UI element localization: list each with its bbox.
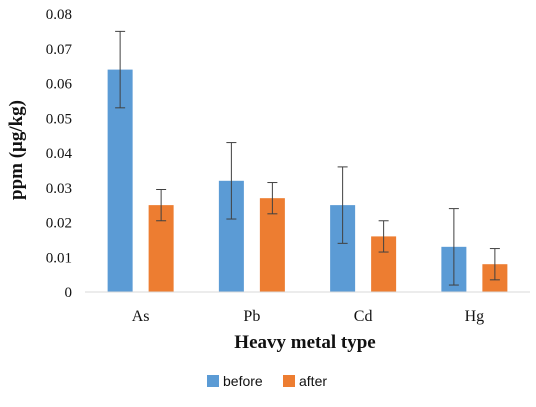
bars	[107, 69, 508, 292]
error-bar-before-as	[115, 30, 126, 109]
y-tick-label: 0.06	[46, 77, 73, 93]
y-axis-title: ppm (μg/kg)	[6, 100, 27, 200]
y-tick-label: 0.02	[46, 216, 72, 232]
y-tick-label: 0.03	[46, 181, 72, 197]
y-axis-ticks: 0 0.01 0.02 0.03 0.04 0.05 0.06 0.07 0.08	[46, 7, 73, 301]
legend-swatch	[283, 375, 295, 387]
x-tick-label: Pb	[243, 308, 260, 325]
error-bar-after-pb	[267, 182, 278, 215]
x-axis-title: Heavy metal type	[234, 332, 375, 353]
error-bar-after-hg	[489, 248, 500, 281]
y-tick-label: 0.05	[46, 111, 72, 127]
x-tick-label: Hg	[465, 308, 485, 325]
y-tick-label: 0.04	[46, 146, 73, 162]
error-bar-before-hg	[448, 208, 459, 286]
x-tick-label: As	[132, 308, 150, 325]
x-tick-label: Cd	[354, 308, 373, 325]
legend-item-before: before	[207, 373, 263, 389]
legend: before after	[207, 373, 327, 389]
y-tick-label: 0	[65, 285, 73, 301]
x-axis-categories: As Pb Cd Hg	[132, 308, 484, 325]
legend-label: after	[299, 373, 327, 389]
y-tick-label: 0.08	[46, 7, 72, 23]
y-tick-label: 0.01	[46, 250, 72, 266]
legend-swatch	[207, 375, 219, 387]
y-tick-label: 0.07	[46, 42, 73, 58]
error-bars	[115, 30, 500, 286]
error-bar-before-cd	[337, 166, 348, 244]
legend-item-after: after	[283, 373, 327, 389]
legend-label: before	[223, 373, 263, 389]
error-bar-before-pb	[226, 142, 237, 220]
error-bar-after-cd	[378, 220, 389, 253]
error-bar-after-as	[156, 188, 167, 222]
